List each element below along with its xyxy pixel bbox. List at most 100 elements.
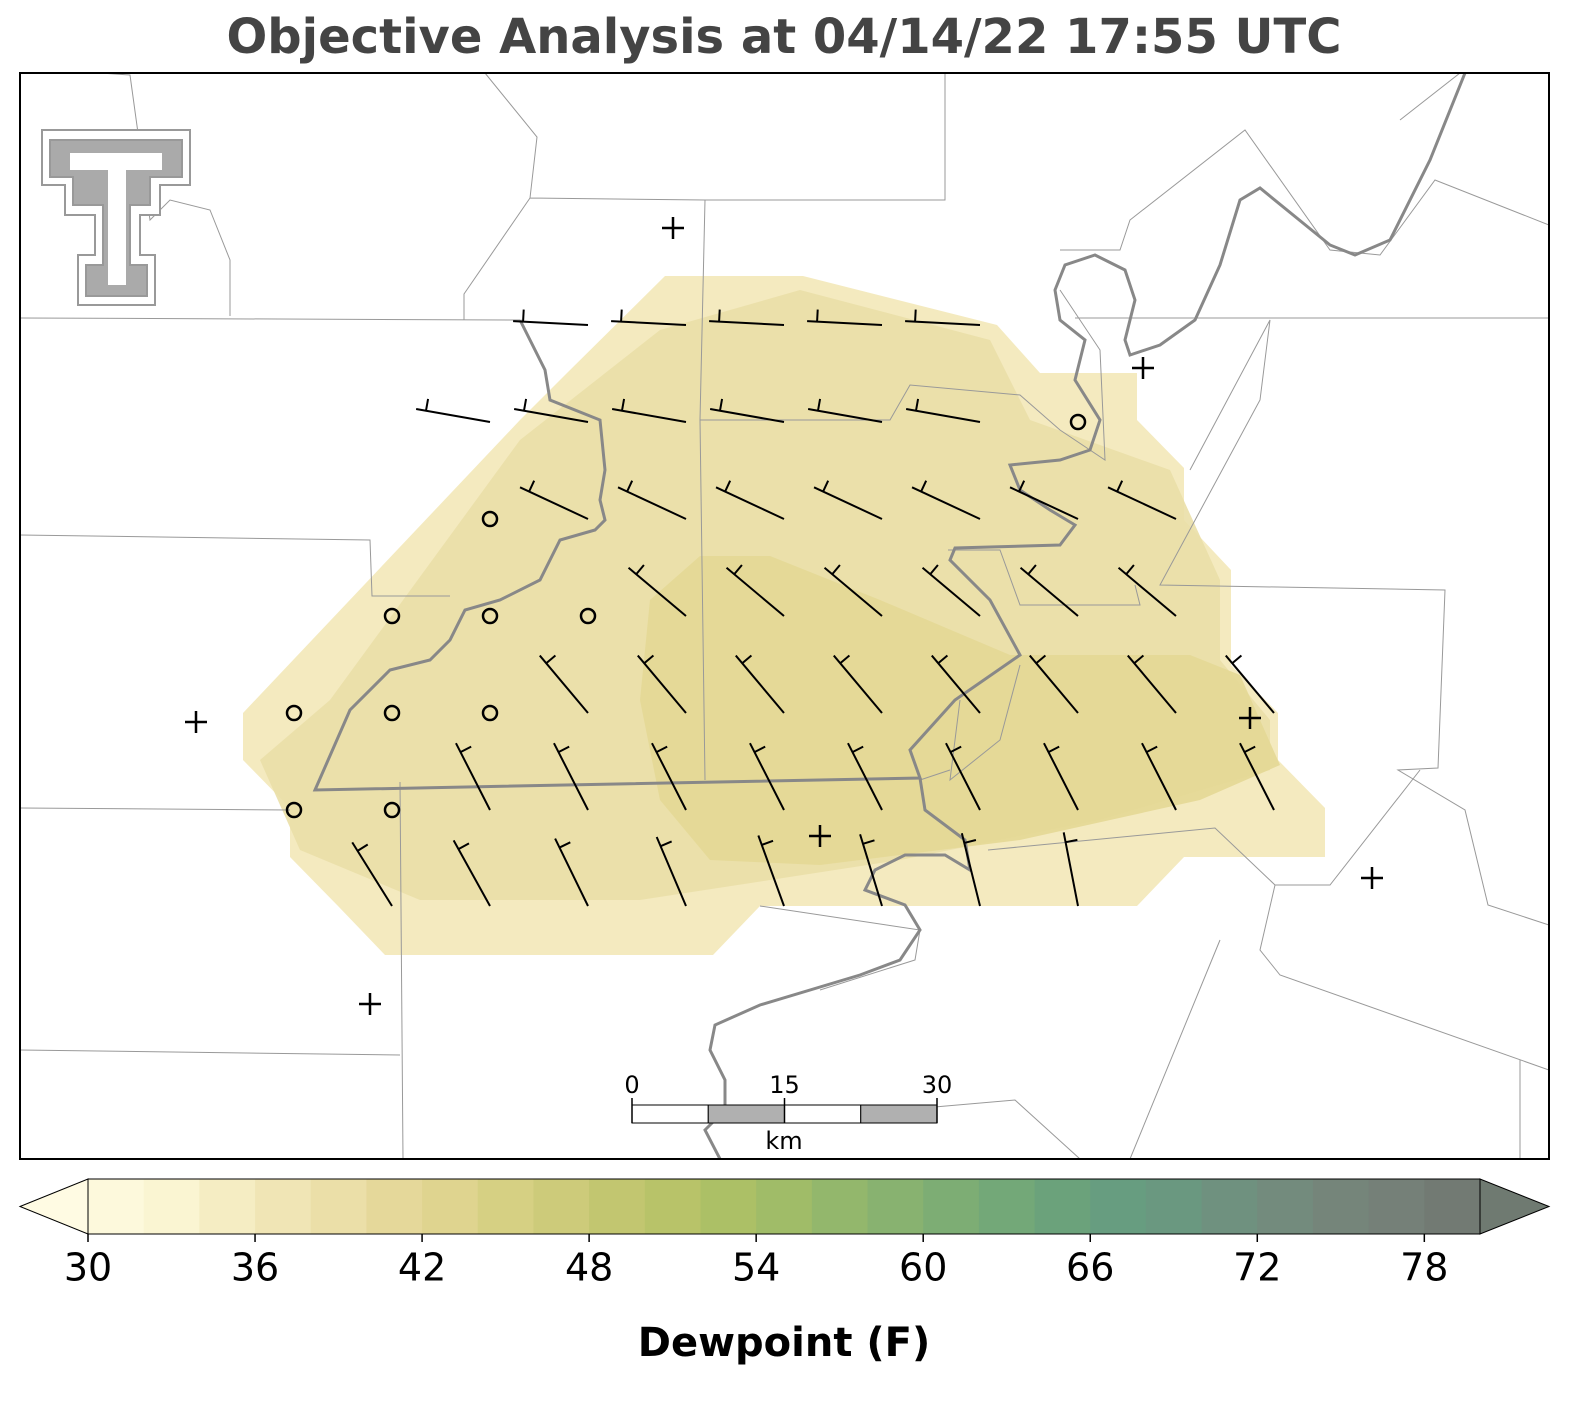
wind-barb — [553, 742, 589, 811]
station-calm — [383, 607, 401, 625]
wind-barb — [617, 480, 687, 520]
colorbar-bin — [143, 1179, 200, 1234]
station-plus — [662, 217, 684, 239]
wind-barbs — [351, 309, 1275, 907]
colorbar-bin — [700, 1179, 757, 1234]
wind-barb — [452, 839, 491, 907]
wind-barb — [931, 654, 981, 714]
wind-barb — [637, 654, 687, 714]
colorbar-label: Dewpoint (F) — [638, 1320, 931, 1366]
wind-barb — [611, 398, 687, 423]
colorbar-bin — [978, 1179, 1036, 1234]
wind-barb — [513, 309, 589, 326]
colorbar-bin — [88, 1179, 145, 1234]
colorbar-bin — [1312, 1179, 1370, 1234]
wind-barb — [709, 398, 785, 423]
wind-barb — [1127, 654, 1177, 714]
wind-barb — [960, 832, 981, 907]
colorbar-tick-label: 36 — [231, 1246, 279, 1290]
wind-barb — [1107, 480, 1177, 520]
map: km 0 15 30 — [19, 72, 1550, 1160]
scale-tick-label: 30 — [922, 1071, 953, 1099]
colorbar-bin — [1368, 1179, 1425, 1234]
wind-barb — [823, 564, 883, 617]
wind-barb — [1117, 564, 1177, 617]
colorbar: Dewpoint (F) 30 36 42 48 54 60 66 72 78 — [18, 1178, 1551, 1366]
colorbar-bin — [756, 1179, 813, 1234]
wind-barb — [1043, 742, 1079, 811]
colorbar-bin — [644, 1179, 701, 1234]
analysis-fill-core — [640, 556, 1280, 865]
colorbar-bin — [1257, 1179, 1314, 1234]
station-calm — [481, 704, 499, 722]
colorbar-tick-label: 54 — [732, 1246, 780, 1290]
colorbar-bin — [589, 1179, 646, 1234]
colorbar-tick-label: 48 — [565, 1246, 613, 1290]
station-plus — [185, 711, 207, 733]
colorbar-bin — [422, 1179, 479, 1234]
colorbar-bin — [366, 1179, 423, 1234]
wind-barb — [1225, 654, 1275, 714]
colorbar-frame — [87, 1178, 1481, 1235]
station-calm — [1069, 413, 1087, 431]
wind-barb — [847, 742, 883, 811]
scale-segment — [860, 1104, 938, 1124]
wind-barb — [415, 398, 491, 423]
colorbar-tick-label: 30 — [64, 1246, 112, 1290]
state-line — [20, 317, 1549, 321]
wind-barb — [757, 835, 785, 907]
colorbar-tick-label: 66 — [1066, 1246, 1114, 1290]
wind-barb — [807, 309, 883, 326]
colorbar-bin — [255, 1179, 312, 1234]
colorbar-bin — [310, 1179, 367, 1234]
station-calm — [285, 704, 303, 722]
wind-barb — [725, 564, 785, 617]
scale-unit: km — [765, 1127, 802, 1155]
colorbar-bin — [811, 1179, 869, 1234]
logo — [41, 129, 191, 306]
station-plus — [1361, 867, 1383, 889]
scale-tick-label: 0 — [624, 1071, 639, 1099]
colorbar-bin — [1090, 1179, 1147, 1234]
boundary — [20, 73, 1549, 1159]
title: Objective Analysis at 04/14/22 17:55 UTC — [227, 9, 1342, 65]
station-plus — [1132, 357, 1154, 379]
wind-barb — [554, 838, 589, 907]
station-plus — [809, 825, 831, 847]
colorbar-bin — [1201, 1179, 1258, 1234]
colorbar-bin — [199, 1179, 256, 1234]
wind-barb — [1009, 480, 1079, 520]
wind-barb — [455, 742, 491, 811]
colorbar-bin — [1145, 1179, 1203, 1234]
colorbar-under — [18, 1178, 89, 1235]
wind-barb — [905, 398, 981, 423]
wind-barb — [1239, 742, 1275, 811]
wind-barb — [1141, 742, 1177, 811]
station-calm — [383, 704, 401, 722]
wind-barb — [735, 654, 785, 714]
wind-barb — [813, 480, 883, 520]
colorbar-bin — [867, 1179, 924, 1234]
wind-barb — [715, 480, 785, 520]
scale-bar: km 0 15 30 — [624, 1071, 952, 1155]
wind-barb — [655, 836, 687, 907]
colorbar-bin — [923, 1179, 980, 1234]
wind-barb — [709, 309, 785, 326]
colorbar-over — [1479, 1178, 1551, 1235]
wind-barb — [911, 480, 981, 520]
wind-barb — [905, 309, 981, 326]
colorbar-bin — [533, 1179, 590, 1234]
colorbar-tick-label: 60 — [899, 1246, 947, 1290]
station-calm — [285, 801, 303, 819]
map-frame — [19, 72, 1550, 1160]
wind-barb — [513, 398, 589, 423]
wind-barb — [611, 309, 687, 326]
station-calm — [383, 801, 401, 819]
wind-barb — [859, 833, 883, 907]
wind-barb — [1062, 832, 1079, 907]
colorbar-tick-label: 72 — [1233, 1246, 1281, 1290]
wind-barb — [921, 564, 981, 617]
colorbar-bin — [477, 1179, 534, 1234]
colorbar-bin — [1424, 1179, 1481, 1234]
